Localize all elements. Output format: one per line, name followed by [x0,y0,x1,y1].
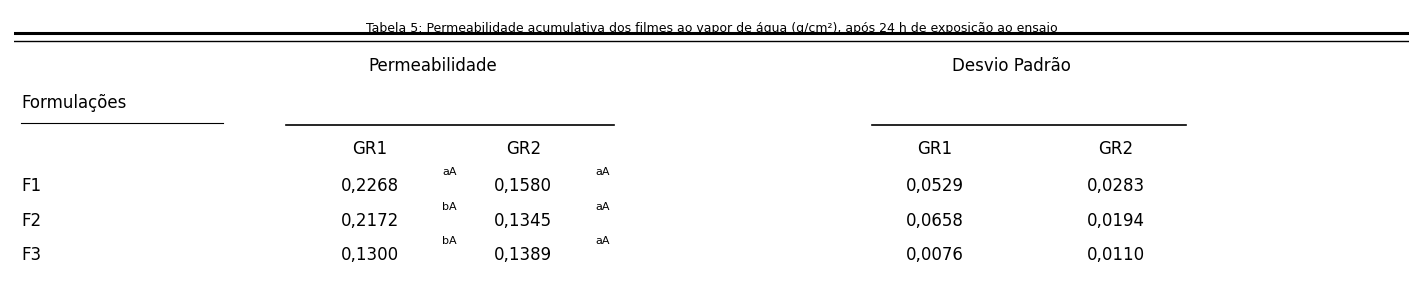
Text: 0,1580: 0,1580 [494,177,552,195]
Text: Desvio Padrão: Desvio Padrão [952,56,1070,75]
Text: 0,0529: 0,0529 [905,177,963,195]
Text: aA: aA [443,167,457,177]
Text: aA: aA [596,167,610,177]
Text: Tabela 5: Permeabilidade acumulativa dos filmes ao vapor de água (g/cm²), após 2: Tabela 5: Permeabilidade acumulativa dos… [366,22,1057,35]
Text: GR2: GR2 [505,140,541,158]
Text: Permeabilidade: Permeabilidade [369,56,497,75]
Text: bA: bA [443,236,457,246]
Text: 0,0658: 0,0658 [905,212,963,230]
Text: 0,0194: 0,0194 [1087,212,1146,230]
Text: F1: F1 [21,177,41,195]
Text: 0,1389: 0,1389 [494,246,552,264]
Text: GR2: GR2 [1099,140,1134,158]
Text: 0,1300: 0,1300 [340,246,398,264]
Text: GR1: GR1 [353,140,387,158]
Text: F3: F3 [21,246,41,264]
Text: aA: aA [596,236,610,246]
Text: 0,0283: 0,0283 [1087,177,1146,195]
Text: 0,0110: 0,0110 [1087,246,1146,264]
Text: 0,0076: 0,0076 [905,246,963,264]
Text: aA: aA [596,201,610,212]
Text: GR1: GR1 [916,140,952,158]
Text: bA: bA [443,201,457,212]
Text: Formulações: Formulações [21,94,127,112]
Text: F2: F2 [21,212,41,230]
Text: 0,2268: 0,2268 [340,177,398,195]
Text: 0,1345: 0,1345 [494,212,552,230]
Text: 0,2172: 0,2172 [340,212,398,230]
